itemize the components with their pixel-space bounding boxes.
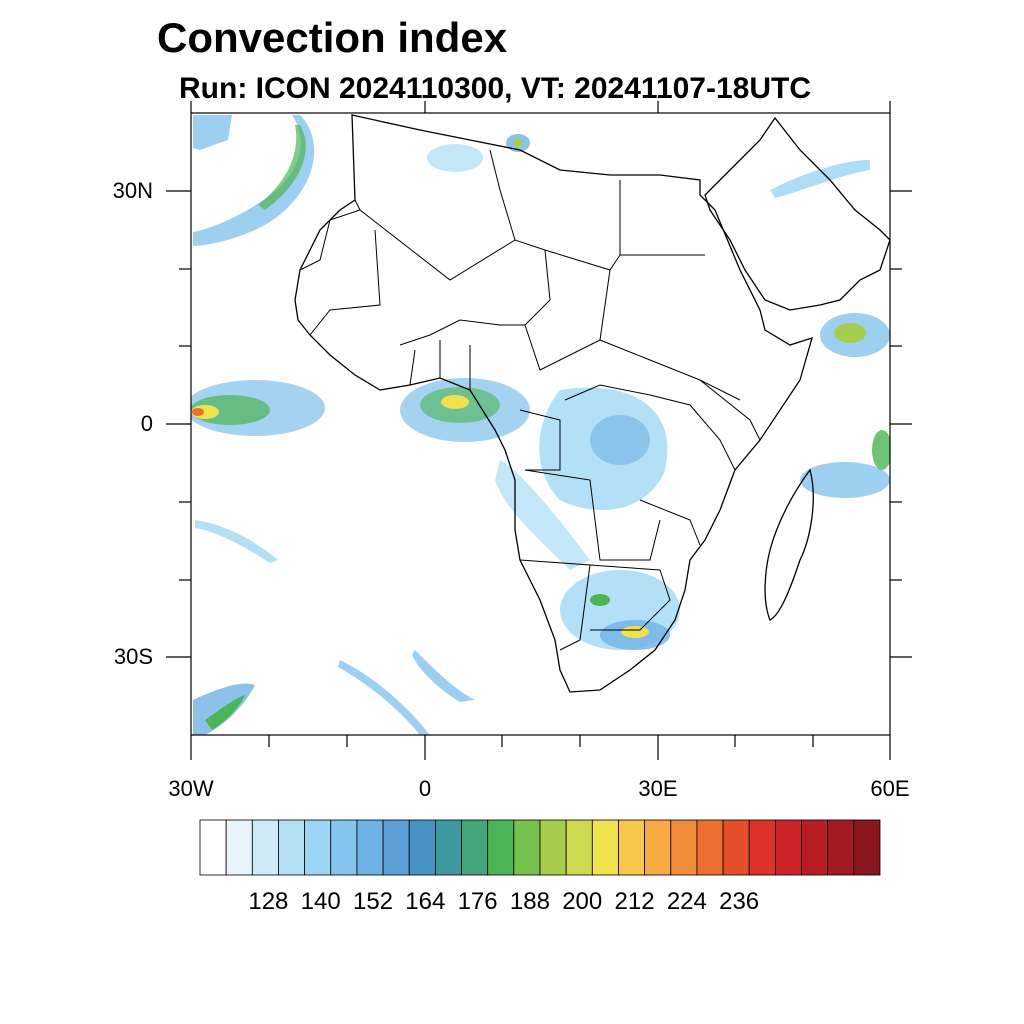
colorbar-swatch bbox=[434, 819, 462, 876]
colorbar-tick-label: 224 bbox=[666, 888, 707, 915]
colorbar-swatch bbox=[304, 819, 332, 876]
colorbar-swatch bbox=[827, 819, 855, 876]
lat-label-30s: 30S bbox=[113, 644, 153, 669]
colorbar-swatch bbox=[199, 819, 227, 876]
colorbar-tick-label: 140 bbox=[300, 888, 341, 915]
lon-label-0: 0 bbox=[418, 776, 432, 801]
convection-field bbox=[191, 115, 890, 735]
colorbar bbox=[199, 819, 881, 876]
chart-subtitle: Run: ICON 2024110300, VT: 20241107-18UTC bbox=[179, 72, 812, 105]
colorbar-tick-label: 176 bbox=[457, 888, 498, 915]
colorbar-tick-label: 212 bbox=[614, 888, 655, 915]
colorbar-swatch bbox=[487, 819, 515, 876]
lon-label-30w: 30W bbox=[168, 776, 214, 801]
lat-label-30n: 30N bbox=[112, 178, 153, 203]
colorbar-tick-label: 152 bbox=[352, 888, 394, 915]
colorbar-swatch bbox=[774, 819, 802, 876]
axis-ticks bbox=[166, 101, 912, 760]
colorbar-swatch bbox=[853, 819, 881, 876]
colorbar-tick-label: 128 bbox=[248, 888, 289, 915]
colorbar-swatch bbox=[278, 819, 306, 876]
lon-label-30e: 30E bbox=[638, 776, 678, 801]
country-borders bbox=[299, 149, 761, 651]
colorbar-swatch bbox=[696, 819, 724, 876]
colorbar-swatch bbox=[618, 819, 646, 876]
colorbar-swatch bbox=[382, 819, 410, 876]
coastlines bbox=[294, 114, 890, 693]
colorbar-swatch bbox=[513, 819, 541, 876]
colorbar-swatch bbox=[722, 819, 750, 876]
lon-label-60e: 60E bbox=[870, 776, 910, 801]
colorbar-swatch bbox=[644, 819, 672, 876]
colorbar-swatch bbox=[591, 819, 619, 876]
colorbar-swatch bbox=[408, 819, 436, 876]
colorbar-tick-label: 236 bbox=[719, 888, 760, 915]
colorbar-swatch bbox=[748, 819, 776, 876]
colorbar-swatch bbox=[670, 819, 698, 876]
colorbar-swatch bbox=[330, 819, 358, 876]
colorbar-swatch bbox=[225, 819, 253, 876]
colorbar-swatch bbox=[565, 819, 593, 876]
colorbar-tick-label: 188 bbox=[509, 888, 550, 915]
colorbar-tick-label: 164 bbox=[405, 888, 446, 915]
colorbar-swatch bbox=[356, 819, 384, 876]
lat-label-0: 0 bbox=[140, 411, 153, 436]
colorbar-tick-label: 200 bbox=[562, 888, 603, 915]
colorbar-swatch bbox=[251, 819, 279, 876]
colorbar-swatch bbox=[801, 819, 829, 876]
chart-title: Convection index bbox=[157, 14, 508, 61]
colorbar-swatch bbox=[461, 819, 489, 876]
colorbar-swatch bbox=[539, 819, 567, 876]
